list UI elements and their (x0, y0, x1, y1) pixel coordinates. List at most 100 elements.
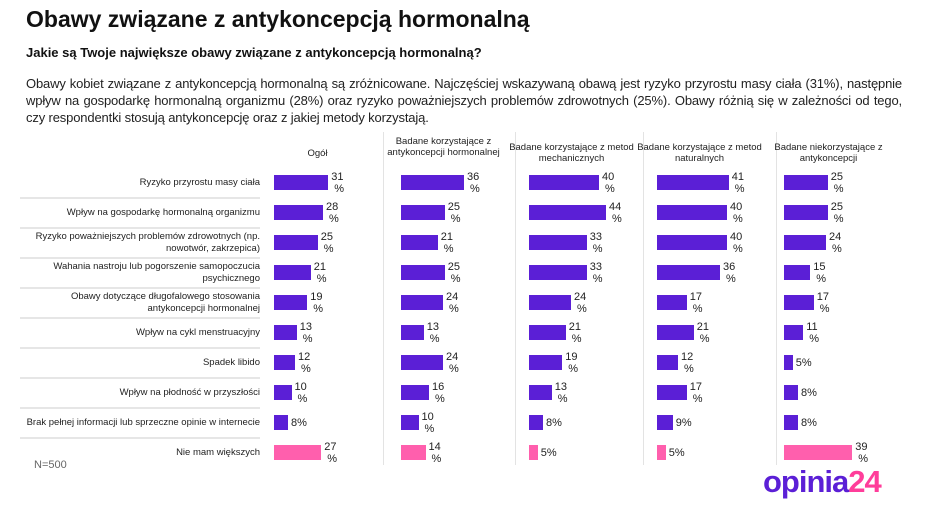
data-label: 13 % (426, 321, 440, 345)
bar (274, 445, 322, 460)
bar (274, 355, 295, 370)
bar (657, 205, 727, 220)
bar (529, 265, 587, 280)
data-label: 11 % (806, 321, 820, 345)
bar (657, 415, 673, 430)
category-label: Ryzyko poważniejszych problemów zdrowotn… (35, 231, 260, 254)
bar (529, 385, 552, 400)
column-divider (776, 132, 777, 465)
bar (657, 295, 687, 310)
data-label: 21 % (440, 231, 454, 255)
data-label: 28 % (326, 201, 339, 225)
data-label: 24 % (446, 351, 459, 375)
row-separator (20, 287, 260, 289)
bar (401, 325, 424, 340)
data-label: 25 % (830, 171, 844, 195)
data-label: 40 % (602, 171, 615, 195)
bar (784, 325, 804, 340)
category-label: Nie mam większych (176, 447, 260, 458)
bar (401, 445, 426, 460)
data-label: 25 % (830, 201, 844, 225)
bar (784, 385, 798, 400)
bar (529, 355, 563, 370)
category-label: Ryzyko przyrostu masy ciała (139, 177, 260, 188)
data-label: 15 % (813, 261, 827, 285)
data-label: 13 % (299, 321, 313, 345)
bar (401, 355, 443, 370)
column-header: Badane korzystające z antykoncepcji horm… (387, 136, 500, 158)
bar (401, 385, 429, 400)
survey-question: Jakie są Twoje największe obawy związane… (26, 45, 482, 60)
data-label: 41 % (731, 171, 745, 195)
data-label: 21 % (568, 321, 582, 345)
row-separator (20, 407, 260, 409)
data-label: 9% (675, 417, 692, 429)
data-label: 44 % (609, 201, 622, 225)
column-divider (643, 132, 644, 465)
bar (401, 205, 445, 220)
data-label: 36 % (723, 261, 736, 285)
category-label: Obawy dotyczące długofalowego stosowania… (70, 291, 260, 314)
bar (274, 325, 297, 340)
column-header: Badane korzystające z metod naturalnych (637, 142, 762, 164)
row-separator (20, 257, 260, 259)
data-label: 8% (801, 387, 817, 399)
bar (657, 235, 727, 250)
category-label: Brak pełnej informacji lub sprzeczne opi… (26, 417, 260, 428)
bar (274, 385, 292, 400)
data-label: 27 % (324, 441, 338, 465)
data-label: 24 % (574, 291, 587, 315)
bar (274, 235, 318, 250)
data-label: 17 % (689, 291, 703, 315)
data-label: 17 % (689, 381, 703, 405)
bar (401, 415, 419, 430)
category-label: Spadek libido (202, 357, 260, 368)
data-label: 5% (540, 447, 557, 459)
data-label: 25 % (447, 261, 461, 285)
column-header: Ogół (307, 148, 328, 159)
data-label: 25 % (320, 231, 334, 255)
data-label: 24 % (829, 231, 842, 255)
bar (784, 205, 828, 220)
data-label: 31 % (331, 171, 345, 195)
bar (529, 175, 599, 190)
bar (529, 325, 566, 340)
bar (657, 265, 720, 280)
data-label: 14 % (428, 441, 442, 465)
data-label: 39 % (855, 441, 869, 465)
data-label: 5% (795, 357, 812, 369)
row-separator (20, 197, 260, 199)
data-label: 25 % (447, 201, 461, 225)
bar (784, 355, 793, 370)
bar (529, 295, 571, 310)
page-title: Obawy związane z antykoncepcją hormonaln… (26, 6, 530, 32)
bar (529, 235, 587, 250)
data-label: 8% (291, 417, 307, 429)
sample-size: N=500 (34, 459, 67, 471)
bar (274, 205, 323, 220)
bar (784, 175, 828, 190)
bar (784, 445, 853, 460)
category-label: Wpływ na cykl menstruacyjny (135, 327, 260, 338)
opinia24-logo: opinia24 (763, 466, 882, 497)
logo-text-24: 24 (848, 464, 881, 499)
bar (529, 445, 538, 460)
data-label: 24 % (446, 291, 459, 315)
row-separator (20, 317, 260, 319)
bar (529, 415, 543, 430)
bar (784, 415, 798, 430)
bar (784, 235, 826, 250)
data-label: 19 % (565, 351, 579, 375)
data-label: 8% (546, 417, 562, 429)
category-label: Wahania nastroju lub pogorszenie samopoc… (53, 261, 260, 284)
bar (657, 175, 729, 190)
data-label: 21 % (696, 321, 710, 345)
data-label: 8% (801, 417, 817, 429)
row-separator (20, 437, 260, 439)
bar (274, 175, 329, 190)
column-divider (383, 132, 384, 465)
row-separator (20, 227, 260, 229)
bar (529, 205, 606, 220)
data-label: 21 % (313, 261, 327, 285)
